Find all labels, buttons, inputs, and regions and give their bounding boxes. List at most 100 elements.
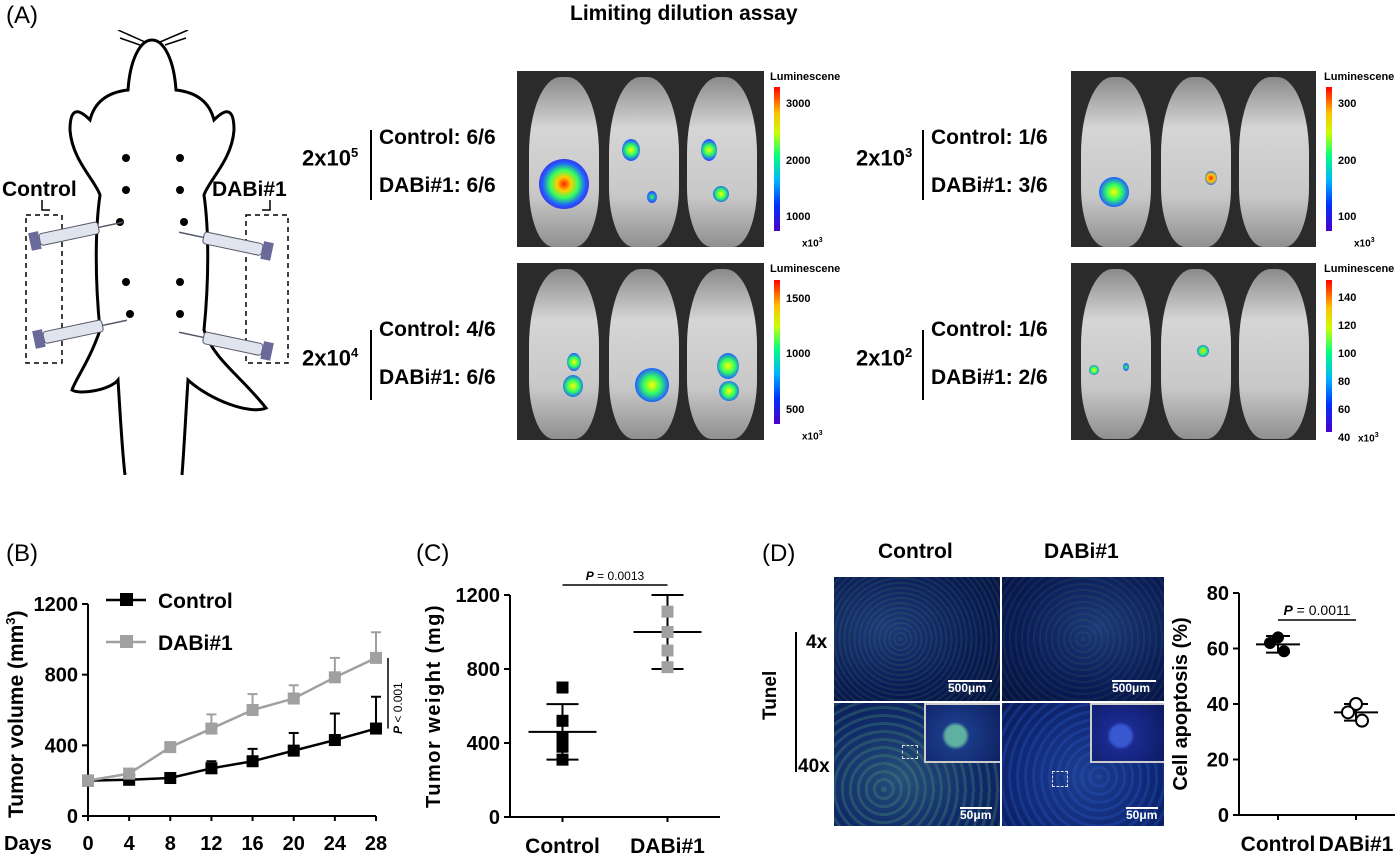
- left-group-label: Control: [2, 178, 77, 201]
- x-tick-label: 12: [200, 833, 222, 855]
- data-point: [661, 605, 674, 618]
- significance-annotation: P = 0.0013: [586, 569, 645, 583]
- injection-site: [126, 310, 134, 318]
- scale-tick: 1500: [786, 293, 811, 305]
- x-tick-label: DABi#1: [1319, 833, 1394, 856]
- data-point: [556, 740, 569, 753]
- y-tick-label: 80: [1207, 583, 1229, 605]
- p-value: = 0.0011: [1293, 602, 1351, 618]
- data-point: [1355, 713, 1369, 728]
- y-tick-label: 0: [67, 806, 78, 828]
- x-tick-label: DABi#1: [630, 835, 705, 858]
- scale-tick: 80: [1338, 376, 1351, 388]
- data-point: [164, 741, 177, 754]
- y-tick-label: 20: [1207, 750, 1229, 772]
- scale-bar: [1112, 680, 1156, 682]
- cell-apoptosis-chart: 0 20 40 60 80 Control DABi#1 Cell apoptosis (%)…: [1170, 583, 1395, 856]
- y-axis-title: Tumor volume (mm3): [3, 610, 28, 818]
- scale-bar: [960, 807, 992, 809]
- data-point: [287, 744, 300, 757]
- dose-label: 2x104: [302, 345, 358, 371]
- data-point: [370, 651, 382, 664]
- x-tick-label: Control: [525, 835, 600, 858]
- tunel-40x-control: 50μm: [834, 703, 1000, 826]
- syringe-icon: [32, 319, 128, 349]
- x-tick-label: 8: [165, 833, 176, 855]
- dose-base: 2x10: [856, 345, 905, 371]
- data-point: [246, 755, 259, 768]
- data-point: [246, 704, 259, 716]
- scale-tick: 3000: [786, 98, 811, 110]
- scale-tick: 120: [1338, 320, 1357, 332]
- x-tick-label: 28: [365, 833, 387, 855]
- stain-label: Tunel: [760, 670, 781, 720]
- p-symbol: P: [391, 725, 405, 734]
- unit-base: x10: [1358, 433, 1375, 445]
- x-tick-label: 24: [324, 833, 347, 855]
- scale-bar-label: 50μm: [960, 808, 992, 822]
- injection-site: [122, 154, 130, 162]
- p-symbol: P: [1283, 602, 1293, 618]
- scale-bar: [1126, 807, 1158, 809]
- control-injection-box: [25, 214, 63, 364]
- syringe-icon: [178, 231, 274, 261]
- dose-bracket: [922, 130, 924, 200]
- dabi-injection-box: [245, 214, 289, 364]
- scale-tick: 40: [1338, 432, 1351, 444]
- unit-exponent: 3: [818, 430, 823, 437]
- injection-site: [180, 218, 188, 226]
- dose-bracket: [922, 330, 924, 400]
- y-axis-title: Cell apoptosis (%): [1170, 617, 1192, 790]
- scale-tick: 200: [1338, 155, 1357, 167]
- scale-unit: x103: [1354, 237, 1375, 249]
- col-label-control: Control: [878, 540, 953, 563]
- y-tick-label: 60: [1207, 639, 1229, 661]
- tunel-40x-dabi: 50μm: [1002, 703, 1164, 826]
- scale-unit: x103: [802, 237, 823, 249]
- data-point: [1278, 645, 1290, 658]
- data-point: [1341, 705, 1355, 720]
- data-point: [82, 774, 94, 787]
- tunel-4x-dabi: 500μm: [1002, 577, 1164, 701]
- dabi-ratio: DABi#1: 6/6: [379, 366, 496, 389]
- x-tick-label: 16: [241, 833, 263, 855]
- unit-exponent: 3: [1370, 237, 1375, 244]
- y-tick-label: 800: [45, 665, 78, 687]
- data-point: [661, 644, 674, 657]
- assay-title: Limiting dilution assay: [570, 2, 798, 25]
- scale-unit: x103: [1358, 432, 1379, 444]
- data-point: [556, 714, 569, 727]
- unit-base: x10: [802, 238, 819, 250]
- row-bracket: [795, 632, 797, 772]
- scale-title: Luminescene: [770, 263, 841, 275]
- panel-d-label: (D): [762, 540, 796, 567]
- dose-exponent: 3: [904, 145, 913, 160]
- bli-image: [1071, 71, 1316, 247]
- inset-zoom: [1090, 703, 1164, 763]
- syringe-icon: [28, 221, 124, 251]
- tumor-volume-chart: 0 400 800 1200 0 4 8 12 16 20 24 28 Days Tumor volume…: [3, 590, 405, 855]
- y-axis-title: Tumor weight (mg): [423, 604, 445, 808]
- scale-bar-label: 500μm: [1112, 681, 1151, 695]
- right-group-label: DABi#1: [212, 178, 287, 201]
- dose-exponent: 5: [350, 145, 359, 160]
- dose-bracket: [370, 330, 372, 400]
- data-point: [287, 692, 300, 705]
- scale-tick: 1000: [786, 348, 811, 360]
- scale-tick: 60: [1338, 404, 1351, 416]
- data-point: [556, 753, 569, 766]
- scale-title: Luminescene: [1324, 263, 1395, 275]
- unit-base: x10: [802, 431, 819, 443]
- y-tick-label: 40: [1207, 694, 1229, 716]
- y-tick-label: 400: [467, 733, 500, 755]
- data-point: [164, 772, 177, 785]
- legend-marker: [120, 635, 133, 648]
- dose-exponent: 2: [904, 345, 913, 360]
- panel-a-label: (A): [6, 2, 38, 29]
- tunel-4x-control: 500μm: [834, 577, 1000, 701]
- injection-site: [176, 278, 184, 286]
- dabi-ratio: DABi#1: 6/6: [379, 174, 496, 197]
- injection-site: [122, 278, 130, 286]
- y-tick-label: 1200: [456, 585, 501, 607]
- x-tick-label: Control: [1241, 833, 1316, 856]
